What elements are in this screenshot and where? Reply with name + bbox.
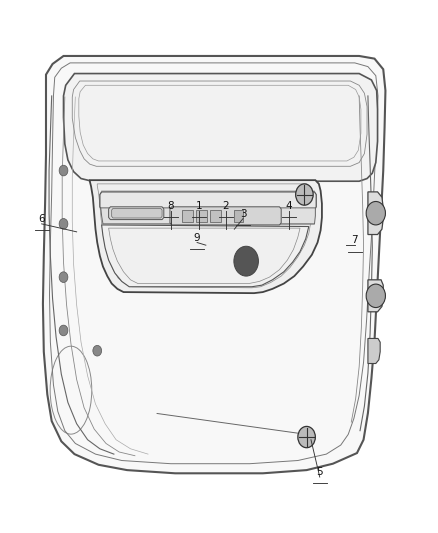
Polygon shape [64, 74, 378, 181]
Polygon shape [43, 56, 385, 473]
Circle shape [59, 272, 68, 282]
Circle shape [298, 426, 315, 448]
Polygon shape [109, 207, 164, 220]
Polygon shape [112, 208, 162, 218]
Polygon shape [102, 225, 309, 287]
Polygon shape [182, 210, 193, 222]
Circle shape [93, 345, 102, 356]
Text: 7: 7 [351, 235, 358, 245]
Polygon shape [100, 192, 316, 210]
Text: 5: 5 [316, 467, 323, 477]
Polygon shape [210, 210, 221, 222]
Polygon shape [101, 208, 315, 224]
Circle shape [234, 246, 258, 276]
Circle shape [366, 284, 385, 308]
Text: 6: 6 [38, 214, 45, 224]
Polygon shape [368, 280, 383, 312]
Polygon shape [196, 210, 207, 222]
Circle shape [59, 219, 68, 229]
Polygon shape [234, 210, 243, 222]
Text: 9: 9 [194, 232, 201, 243]
Circle shape [59, 165, 68, 176]
Text: 8: 8 [167, 200, 174, 211]
Circle shape [59, 325, 68, 336]
Polygon shape [368, 192, 383, 235]
Text: 3: 3 [240, 208, 247, 219]
Text: 4: 4 [286, 200, 293, 211]
Polygon shape [368, 338, 380, 364]
Polygon shape [170, 207, 281, 225]
Circle shape [366, 201, 385, 225]
Text: 2: 2 [222, 200, 229, 211]
Text: 1: 1 [196, 200, 203, 211]
Circle shape [296, 184, 313, 205]
Polygon shape [90, 180, 322, 293]
